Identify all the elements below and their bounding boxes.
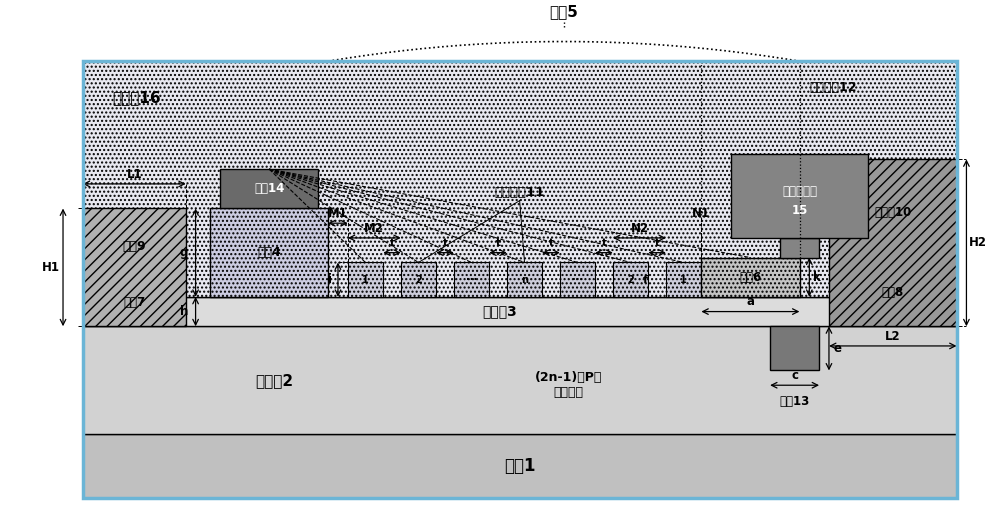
Text: k: k (813, 271, 821, 284)
Text: (2n-1)个P型
半导体块: (2n-1)个P型 半导体块 (535, 371, 602, 399)
Text: L1: L1 (126, 168, 142, 180)
Text: ···: ··· (572, 275, 583, 285)
Text: 1: 1 (680, 275, 687, 285)
Text: t: t (655, 238, 660, 248)
Text: 栅岛4: 栅岛4 (257, 246, 281, 259)
Text: L2: L2 (885, 330, 901, 343)
Text: 2: 2 (627, 275, 634, 285)
Text: 漏槽8: 漏槽8 (882, 286, 904, 299)
Text: ···: ··· (466, 275, 477, 285)
Text: n: n (521, 275, 528, 285)
Text: 过渡层2: 过渡层2 (255, 373, 293, 388)
Bar (666, 262, 701, 297)
Text: i: i (328, 273, 332, 286)
Bar (701, 258, 800, 297)
Text: t: t (496, 238, 501, 248)
Text: M1: M1 (328, 207, 348, 220)
Bar (454, 262, 489, 297)
Text: 漏岛金属12: 漏岛金属12 (809, 81, 857, 94)
Text: h: h (180, 305, 188, 318)
Bar (83, 326, 957, 434)
Text: c: c (791, 369, 798, 382)
Text: H2: H2 (969, 236, 987, 249)
Text: t: t (443, 238, 448, 248)
Text: 钝化层16: 钝化层16 (112, 90, 161, 106)
Bar (83, 208, 186, 326)
Text: 15: 15 (791, 204, 808, 217)
Bar (83, 434, 957, 498)
Text: N2: N2 (630, 222, 649, 234)
Bar (83, 61, 957, 297)
Text: N1: N1 (692, 207, 710, 220)
Text: 凹槽13: 凹槽13 (779, 395, 810, 408)
Text: 源槽7: 源槽7 (123, 296, 145, 309)
Bar (770, 326, 819, 370)
Bar (83, 61, 957, 498)
Bar (613, 262, 648, 297)
Text: 源极9: 源极9 (122, 240, 146, 253)
Bar (507, 262, 542, 297)
Text: a: a (746, 295, 754, 308)
Text: 衬底1: 衬底1 (504, 457, 535, 475)
Bar (829, 159, 957, 326)
Text: 浮岛5: 浮岛5 (549, 4, 578, 19)
Text: 2: 2 (415, 275, 422, 285)
Text: f: f (643, 275, 648, 285)
Text: 漏岛6: 漏岛6 (739, 271, 762, 284)
Bar (560, 262, 595, 297)
Bar (210, 208, 328, 297)
Text: 栅极14: 栅极14 (254, 183, 284, 195)
Text: M2: M2 (364, 222, 384, 234)
Text: 1: 1 (362, 275, 369, 285)
Bar (780, 238, 819, 258)
Text: H1: H1 (42, 261, 60, 274)
Text: 势垒层3: 势垒层3 (483, 305, 517, 318)
Bar (220, 169, 318, 208)
Text: t: t (549, 238, 554, 248)
Text: 肖特基接触: 肖特基接触 (782, 185, 817, 198)
Bar (348, 262, 383, 297)
Text: 浮岛金属11: 浮岛金属11 (495, 186, 545, 199)
Text: g: g (180, 246, 188, 259)
Text: e: e (834, 342, 842, 355)
Bar (731, 154, 868, 238)
Bar (401, 262, 436, 297)
Text: t: t (602, 238, 607, 248)
Text: t: t (389, 238, 394, 248)
Bar (83, 297, 957, 326)
Text: 漏接触10: 漏接触10 (874, 206, 911, 220)
